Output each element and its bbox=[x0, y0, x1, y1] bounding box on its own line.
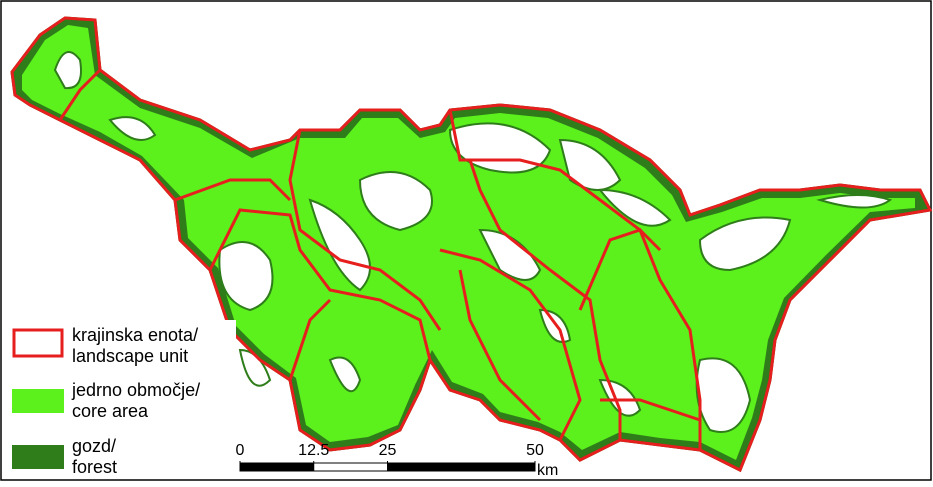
unit-outline bbox=[10, 16, 933, 473]
legend-label: jedrno območje/ bbox=[71, 380, 200, 400]
scale-segment bbox=[387, 462, 536, 472]
unit-border bbox=[288, 298, 332, 381]
patch bbox=[358, 171, 433, 232]
scale-tick-label: 25 bbox=[379, 442, 397, 459]
unit-border bbox=[58, 68, 102, 121]
scale-bar: 0 12.5 25 50 km bbox=[236, 442, 559, 479]
scale-tick-label: 0 bbox=[236, 442, 245, 459]
legend-swatch-unit bbox=[12, 328, 64, 358]
landscape-unit-boundaries bbox=[10, 16, 933, 473]
legend-label: gozd/ bbox=[72, 436, 116, 456]
legend-label: forest bbox=[72, 457, 117, 477]
unit-border bbox=[174, 178, 292, 202]
legend: krajinska enota/ landscape unit jedrno o… bbox=[4, 320, 236, 478]
unit-border bbox=[600, 398, 701, 422]
unit-border bbox=[208, 208, 432, 361]
legend-swatch-core bbox=[12, 389, 64, 413]
unit-border bbox=[468, 159, 622, 440]
unit-border bbox=[578, 228, 702, 450]
patch bbox=[816, 194, 893, 209]
patch bbox=[597, 188, 672, 227]
patch bbox=[328, 356, 362, 393]
map-region bbox=[10, 16, 933, 473]
patch bbox=[698, 216, 792, 272]
scale-segment bbox=[313, 462, 388, 472]
scale-segment bbox=[239, 462, 315, 472]
legend-swatch-forest bbox=[12, 445, 64, 469]
legend-label: landscape unit bbox=[72, 346, 188, 366]
patch bbox=[695, 357, 752, 433]
legend-label: core area bbox=[72, 401, 149, 421]
unit-border bbox=[439, 248, 582, 441]
unit-border bbox=[458, 269, 542, 422]
legend-label: krajinska enota/ bbox=[72, 325, 198, 345]
patch bbox=[108, 116, 157, 141]
scale-unit: km bbox=[537, 462, 558, 479]
unit-border bbox=[288, 129, 442, 331]
scale-tick-label: 12.5 bbox=[298, 442, 329, 459]
patch bbox=[53, 51, 82, 90]
non-forest-patches bbox=[53, 51, 893, 433]
scale-tick-label: 50 bbox=[526, 442, 544, 459]
patch bbox=[218, 241, 274, 312]
patch bbox=[478, 228, 542, 281]
